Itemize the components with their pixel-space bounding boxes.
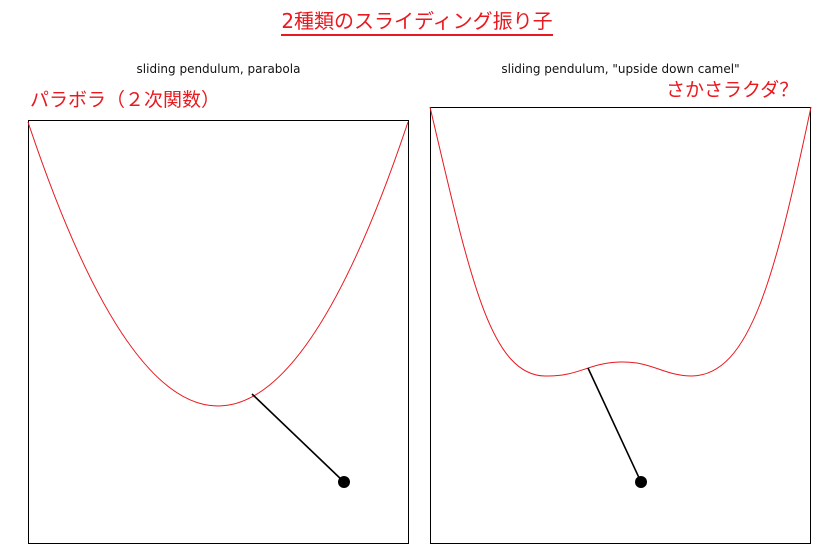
- camel-track: [429, 106, 812, 377]
- main-title-text: 2種類のスライディング振り子: [281, 9, 553, 36]
- camel-annotation: さかさラクダ？: [666, 79, 799, 101]
- camel-caption: sliding pendulum, "upside down camel": [501, 62, 740, 76]
- parabola-annotation: パラボラ（２次関数）: [30, 89, 221, 111]
- parabola-panel: [27, 120, 409, 544]
- camel-bob: [635, 476, 647, 488]
- parabola-bob: [338, 476, 350, 488]
- main-title: 2種類のスライディング振り子: [0, 6, 834, 36]
- camel-frame: [430, 107, 811, 544]
- parabola-frame: [28, 120, 409, 544]
- parabola-track: [27, 121, 409, 407]
- camel-panel: [429, 106, 812, 544]
- parabola-caption: sliding pendulum, parabola: [136, 62, 301, 76]
- parabola-rod: [251, 393, 345, 483]
- camel-rod: [587, 367, 642, 483]
